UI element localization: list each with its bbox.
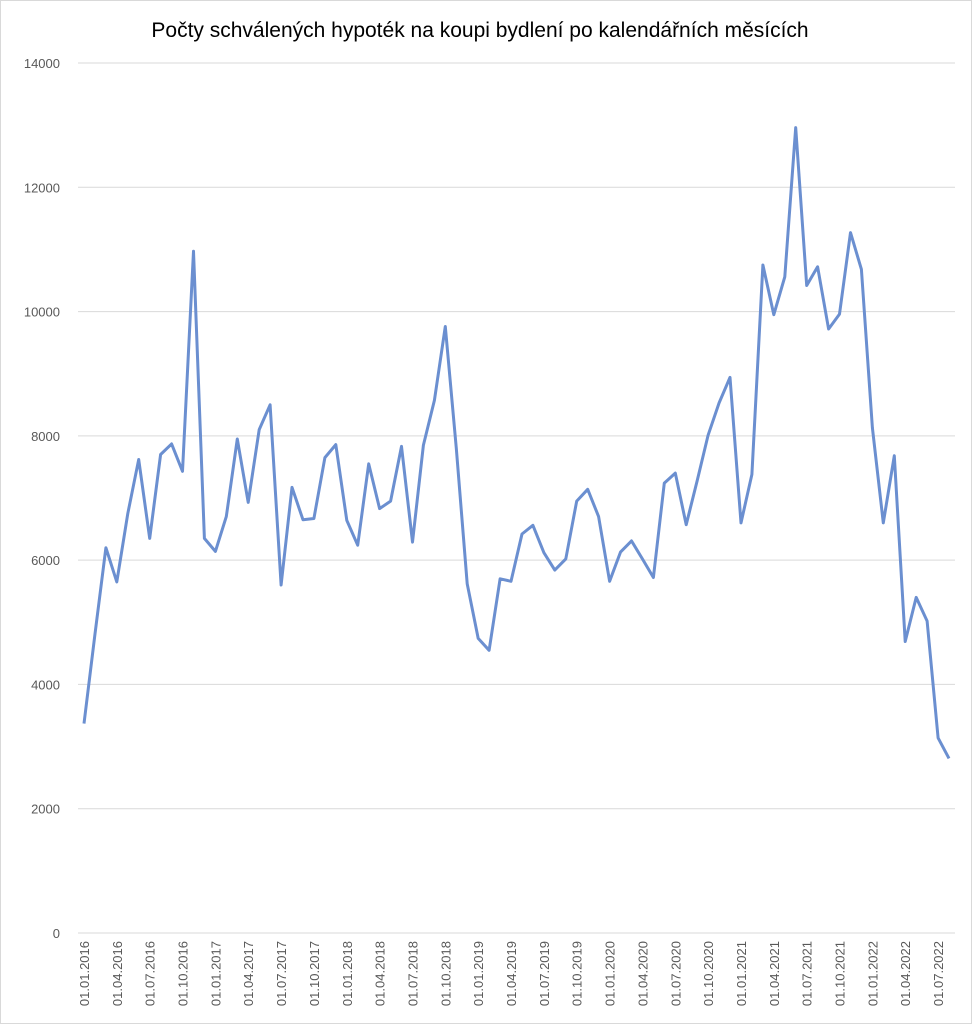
y-tick-label: 10000: [24, 305, 60, 320]
x-tick-label: 01.10.2021: [833, 941, 848, 1006]
x-tick-label: 01.01.2017: [208, 941, 223, 1006]
x-tick-label: 01.04.2019: [504, 941, 519, 1006]
x-tick-label: 01.07.2017: [274, 941, 289, 1006]
y-tick-label: 12000: [24, 180, 60, 195]
x-tick-label: 01.04.2022: [898, 941, 913, 1006]
x-tick-label: 01.07.2016: [143, 941, 158, 1006]
x-tick-label: 01.04.2021: [767, 941, 782, 1006]
x-tick-label: 01.01.2019: [471, 941, 486, 1006]
chart-title: Počty schválených hypoték na koupi bydle…: [151, 19, 808, 42]
x-tick-label: 01.07.2022: [931, 941, 946, 1006]
x-tick-label: 01.10.2019: [570, 941, 585, 1006]
y-tick-label: 0: [53, 926, 60, 941]
x-tick-label: 01.07.2018: [405, 941, 420, 1006]
x-tick-label: 01.10.2017: [307, 941, 322, 1006]
x-tick-label: 01.07.2020: [668, 941, 683, 1006]
x-tick-label: 01.01.2022: [865, 941, 880, 1006]
x-tick-label: 01.01.2018: [340, 941, 355, 1006]
x-tick-label: 01.04.2016: [110, 941, 125, 1006]
x-tick-label: 01.10.2018: [438, 941, 453, 1006]
x-tick-label: 01.01.2020: [603, 941, 618, 1006]
y-tick-label: 14000: [24, 56, 60, 71]
x-tick-label: 01.01.2016: [77, 941, 92, 1006]
x-tick-label: 01.07.2019: [537, 941, 552, 1006]
y-tick-label: 2000: [31, 802, 60, 817]
y-tick-label: 4000: [31, 677, 60, 692]
data-line: [82, 126, 951, 760]
x-tick-label: 01.10.2020: [701, 941, 716, 1006]
y-tick-label: 6000: [31, 553, 60, 568]
x-tick-label: 01.04.2017: [241, 941, 256, 1006]
x-tick-label: 01.04.2020: [635, 941, 650, 1006]
y-tick-label: 8000: [31, 429, 60, 444]
x-tick-label: 01.01.2021: [734, 941, 749, 1006]
x-tick-label: 01.10.2016: [176, 941, 191, 1006]
x-tick-label: 01.04.2018: [373, 941, 388, 1006]
x-tick-label: 01.07.2021: [800, 941, 815, 1006]
